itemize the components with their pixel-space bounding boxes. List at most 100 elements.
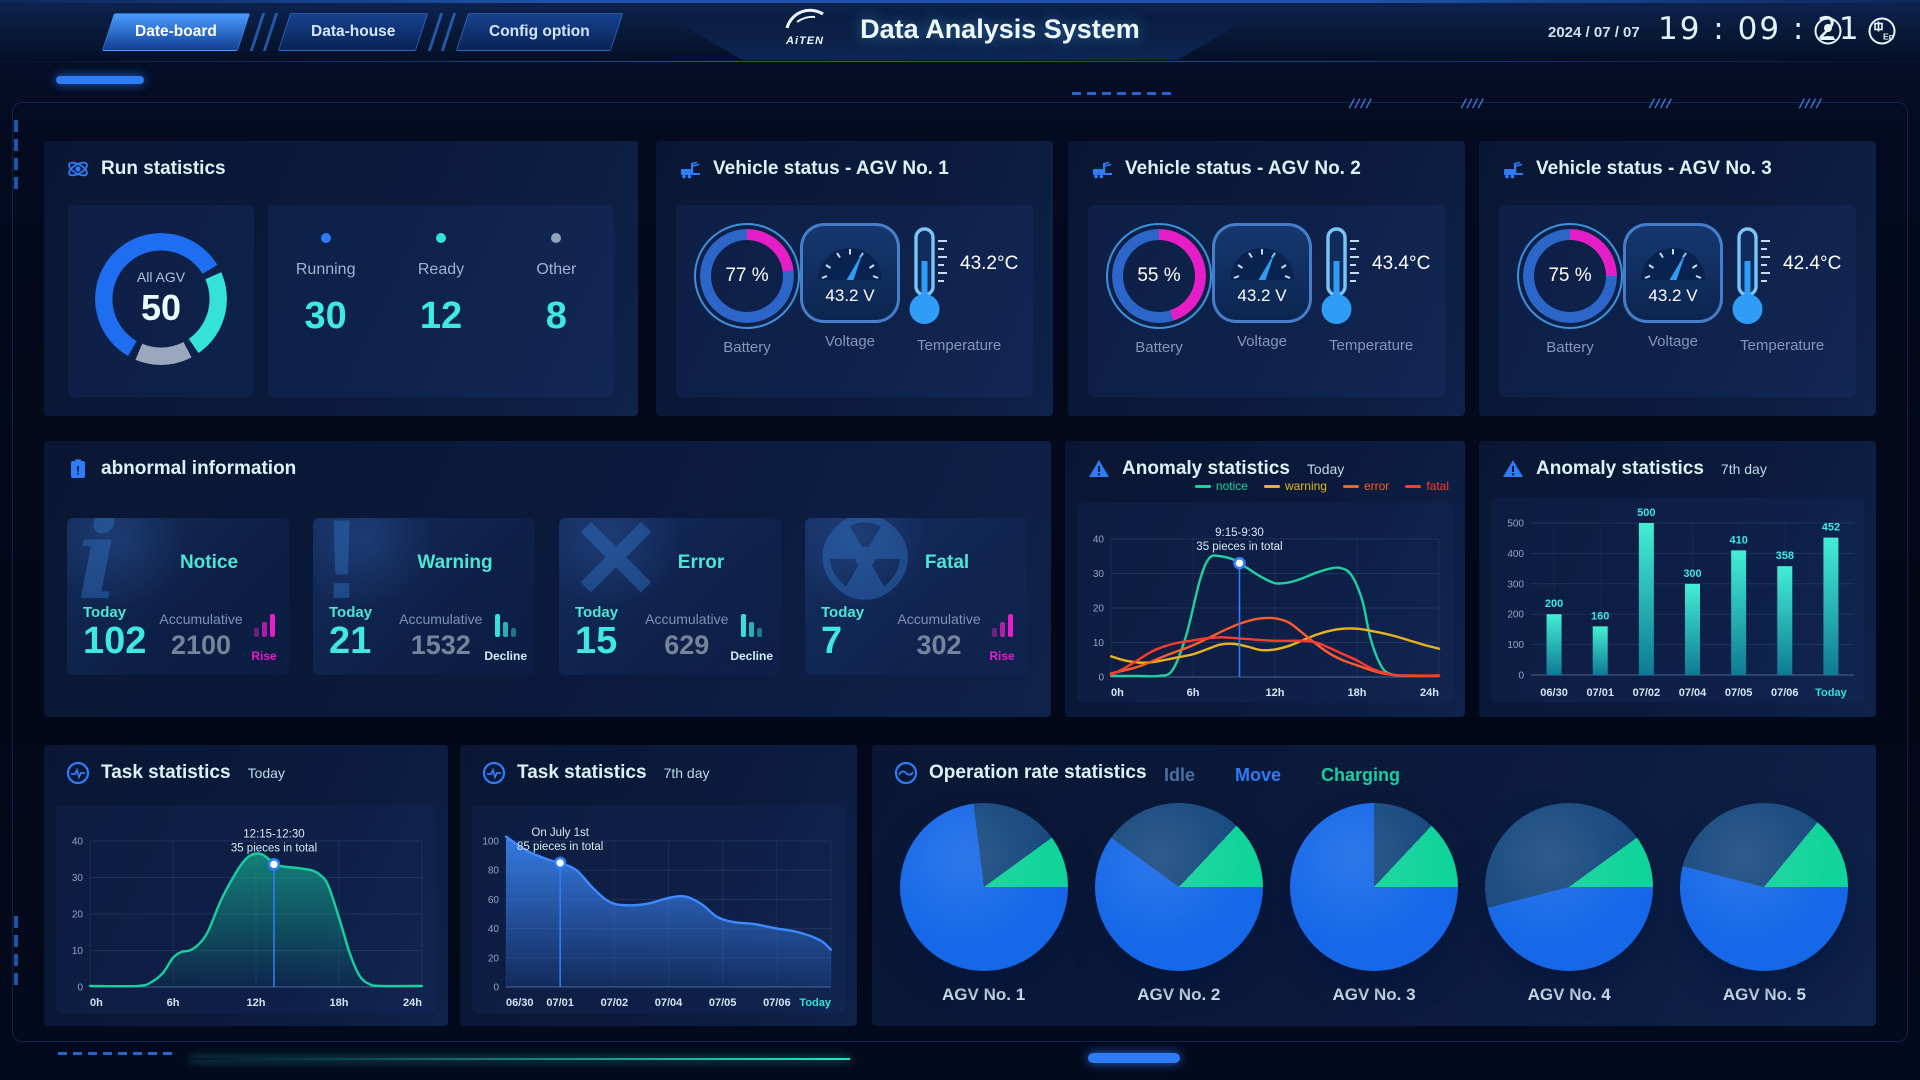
pie-chart-agv5[interactable] xyxy=(1680,803,1849,971)
battery-label: Battery xyxy=(723,339,771,356)
pie-label: AGV No. 1 xyxy=(942,985,1026,1004)
battery-ring: 77 % xyxy=(694,223,800,329)
panel-vehicle-status-agv3: Vehicle status - AGV No. 3 75 % Battery xyxy=(1479,141,1876,416)
svg-text:500: 500 xyxy=(1507,519,1524,530)
bottom-pill-decoration xyxy=(1088,1053,1180,1063)
trend-column: Decline xyxy=(484,613,527,663)
bottom-glow-line xyxy=(190,1058,850,1060)
left-edge-dashes xyxy=(14,916,18,986)
pie-block-agv1: AGV No. 1 xyxy=(886,803,1081,1020)
accumulative-label: Accumulative xyxy=(645,610,729,627)
abnormal-information-icon: ! xyxy=(71,459,85,478)
left-edge-dashes xyxy=(14,120,18,190)
svg-text:300: 300 xyxy=(1683,568,1701,580)
voltage-label: Voltage xyxy=(1236,333,1288,350)
user-account-icon[interactable] xyxy=(1814,17,1842,45)
task-week-area-chart[interactable]: 06/30 07/01 07/02 07/04 07/05 07/06 Today 0 20 40… xyxy=(472,805,845,1013)
temperature-value: 42.4°C xyxy=(1783,253,1842,274)
abnormal-card-title: Error xyxy=(677,552,725,573)
voltage-gauge: 43.2 V xyxy=(800,223,900,323)
legend-item-notice[interactable]: notice xyxy=(1194,479,1248,493)
donut-arc xyxy=(95,233,227,365)
panel-anomaly-statistics-week: Anomaly statistics 7th day 0 100 200 300 400… xyxy=(1479,441,1876,717)
tab-label: Data-house xyxy=(310,23,396,40)
abnormal-card-title: Warning xyxy=(417,552,493,573)
trend-label: Rise xyxy=(251,649,277,663)
logo-text: AiTEN xyxy=(786,35,824,47)
today-column: Today 102 xyxy=(83,604,155,663)
trend-bar xyxy=(495,614,501,637)
svg-text:40: 40 xyxy=(1093,535,1105,546)
pies-row: AGV No. 1 AGV No. 2 AGV No. 3 AGV No. 4 … xyxy=(886,803,1862,1020)
panel-header: Vehicle status - AGV No. 3 xyxy=(1501,157,1772,181)
today-label: Today xyxy=(329,604,373,622)
svg-text:07/06: 07/06 xyxy=(1771,687,1799,699)
anomaly-week-bar-chart[interactable]: 0 100 200 300 400 500 200 06/30 160 07/01 500 07/02… xyxy=(1491,497,1864,703)
svg-text:Today: Today xyxy=(799,997,831,1009)
panel-tag: Today xyxy=(247,765,285,781)
voltage-gauge: 43.2 V xyxy=(1623,223,1723,323)
svg-text:!: ! xyxy=(76,464,80,478)
svg-text:07/02: 07/02 xyxy=(1633,687,1661,699)
operation-legend-charging[interactable]: Charging xyxy=(1321,765,1401,785)
panel-title: Anomaly statistics xyxy=(1122,458,1290,479)
svg-text:En: En xyxy=(1883,32,1894,42)
operation-legend-idle[interactable]: Idle xyxy=(1164,765,1196,785)
panel-run-statistics: Run statistics All AGV 50 Running 30 Rea… xyxy=(44,141,638,416)
battery-arc xyxy=(1112,229,1206,323)
vehicle-status-card: 55 % Battery 43. xyxy=(1088,205,1445,397)
legend-item-error[interactable]: error xyxy=(1342,479,1390,493)
trend-bars-icon xyxy=(484,613,527,637)
svg-text:300: 300 xyxy=(1507,579,1524,590)
tab-data-house[interactable]: Data-house xyxy=(277,13,429,51)
svg-text:80: 80 xyxy=(488,866,500,877)
accumulative-column: Accumulative 2100 xyxy=(155,611,247,663)
tab-label: Date-board xyxy=(135,23,217,40)
svg-text:0: 0 xyxy=(1098,673,1104,684)
trend-bar xyxy=(757,628,763,637)
svg-text:07/02: 07/02 xyxy=(601,997,629,1009)
abnormal-card-error: ✕ Error Today 15 Accumulative 629 Declin… xyxy=(559,518,781,675)
stat-running: Running 30 xyxy=(268,205,383,397)
pie-block-agv5: AGV No. 5 xyxy=(1667,803,1862,1020)
trend-label: Decline xyxy=(730,649,773,663)
legend-label: error xyxy=(1363,479,1390,493)
pie-chart-agv3[interactable] xyxy=(1290,803,1458,971)
anomaly-warning-icon xyxy=(1503,460,1523,477)
trend-column: Rise xyxy=(247,613,281,663)
svg-text:24h: 24h xyxy=(403,997,422,1009)
task-today-area-chart[interactable]: 0h 6h 12h 18h 24h 0 10 20 30 40 12:15-12:30 35 piec… xyxy=(56,805,436,1013)
trend-bar xyxy=(749,622,755,637)
anomaly-today-line-chart[interactable]: 0h 6h 12h 18h 24h 0 10 20 30 40 9:15-9:30 35 pieces… xyxy=(1077,503,1453,703)
accumulative-value: 302 xyxy=(916,629,962,660)
legend-item-fatal[interactable]: fatal xyxy=(1405,479,1449,493)
svg-text:0h: 0h xyxy=(1111,687,1124,699)
legend-item-warning[interactable]: warning xyxy=(1263,479,1327,493)
abnormal-card-notice: i Notice Today 102 Accumulative 2100 Ris… xyxy=(67,518,289,675)
battery-arc xyxy=(1523,229,1617,323)
trend-label: Rise xyxy=(989,649,1015,663)
battery-ring: 75 % xyxy=(1517,223,1623,329)
pie-chart-agv1[interactable] xyxy=(899,803,1068,971)
svg-text:0h: 0h xyxy=(90,997,103,1009)
tab-date-board[interactable]: Date-board xyxy=(101,13,251,51)
tab-separator xyxy=(428,13,457,51)
accumulative-column: Accumulative 1532 xyxy=(397,611,484,663)
pie-chart-agv2[interactable] xyxy=(1094,803,1263,971)
svg-text:07/05: 07/05 xyxy=(709,997,737,1009)
voltage-block: 43.2 V Voltage xyxy=(1623,223,1723,356)
svg-text:100: 100 xyxy=(1507,640,1524,651)
trend-bars-icon xyxy=(247,613,281,637)
anomaly-legend: notice warning error fatal xyxy=(1194,479,1449,493)
temperature-block: 43.2°C Temperature xyxy=(900,223,1018,356)
language-switch-icon[interactable]: En xyxy=(1868,17,1896,45)
vehicle-status-card: 77 % Battery 43. xyxy=(676,205,1033,397)
operation-legend-move[interactable]: Move xyxy=(1235,765,1282,785)
svg-text:07/01: 07/01 xyxy=(546,997,574,1009)
forklift-icon xyxy=(1093,161,1112,179)
svg-text:358: 358 xyxy=(1776,550,1794,562)
pie-chart-agv4[interactable] xyxy=(1485,803,1654,971)
tab-config-option[interactable]: Config option xyxy=(456,13,624,51)
panel-vehicle-status-agv2: Vehicle status - AGV No. 2 55 % Battery xyxy=(1068,141,1465,416)
voltage-label: Voltage xyxy=(824,333,876,350)
